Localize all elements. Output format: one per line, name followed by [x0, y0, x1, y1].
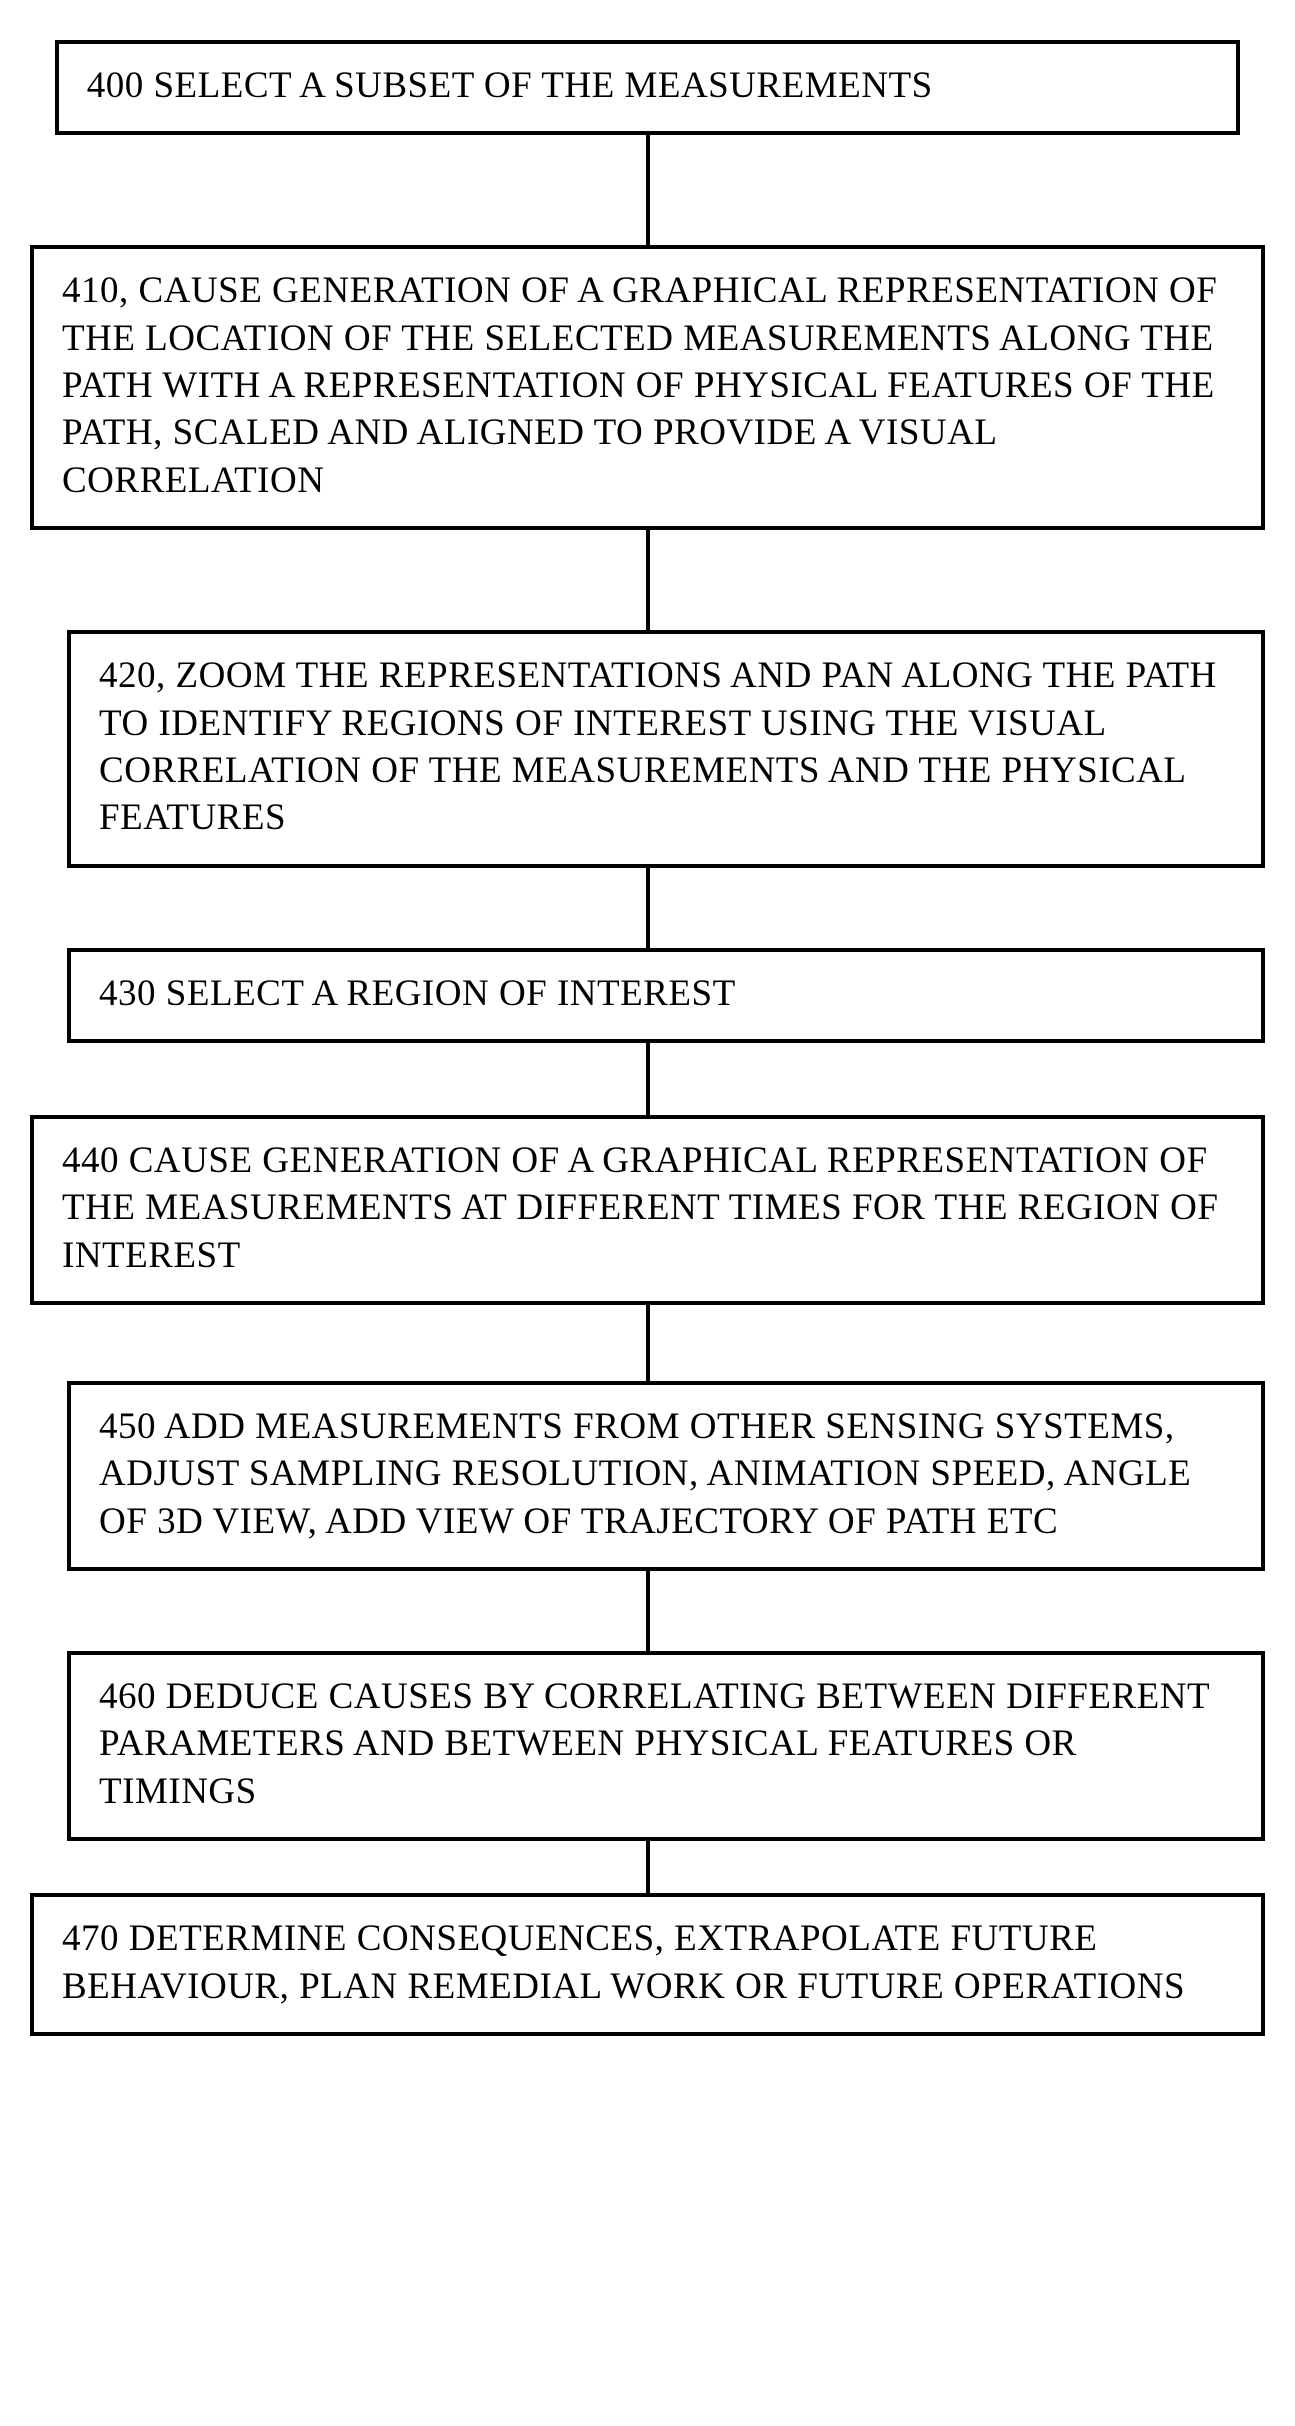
flowchart-node-n420: 420, ZOOM THE REPRESENTATIONS AND PAN AL…	[67, 630, 1265, 867]
flowchart-connector	[646, 530, 650, 630]
flowchart-connector	[646, 1571, 650, 1651]
flowchart-node-n410: 410, CAUSE GENERATION OF A GRAPHICAL REP…	[30, 245, 1265, 530]
flowchart-node-n440: 440 CAUSE GENERATION OF A GRAPHICAL REPR…	[30, 1115, 1265, 1305]
flowchart-connector	[646, 1043, 650, 1115]
flowchart-node-n450: 450 ADD MEASUREMENTS FROM OTHER SENSING …	[67, 1381, 1265, 1571]
flowchart-connector	[646, 1305, 650, 1381]
flowchart-node-n460: 460 DEDUCE CAUSES BY CORRELATING BETWEEN…	[67, 1651, 1265, 1841]
flowchart-connector	[646, 1841, 650, 1893]
flowchart-connector	[646, 135, 650, 245]
flowchart-node-n430: 430 SELECT A REGION OF INTEREST	[67, 948, 1265, 1043]
flowchart-node-n400: 400 SELECT A SUBSET OF THE MEASUREMENTS	[55, 40, 1241, 135]
flowchart-container: 400 SELECT A SUBSET OF THE MEASUREMENTS 4…	[30, 40, 1265, 2036]
flowchart-node-n470: 470 DETERMINE CONSEQUENCES, EXTRAPOLATE …	[30, 1893, 1265, 2036]
flowchart-connector	[646, 868, 650, 948]
